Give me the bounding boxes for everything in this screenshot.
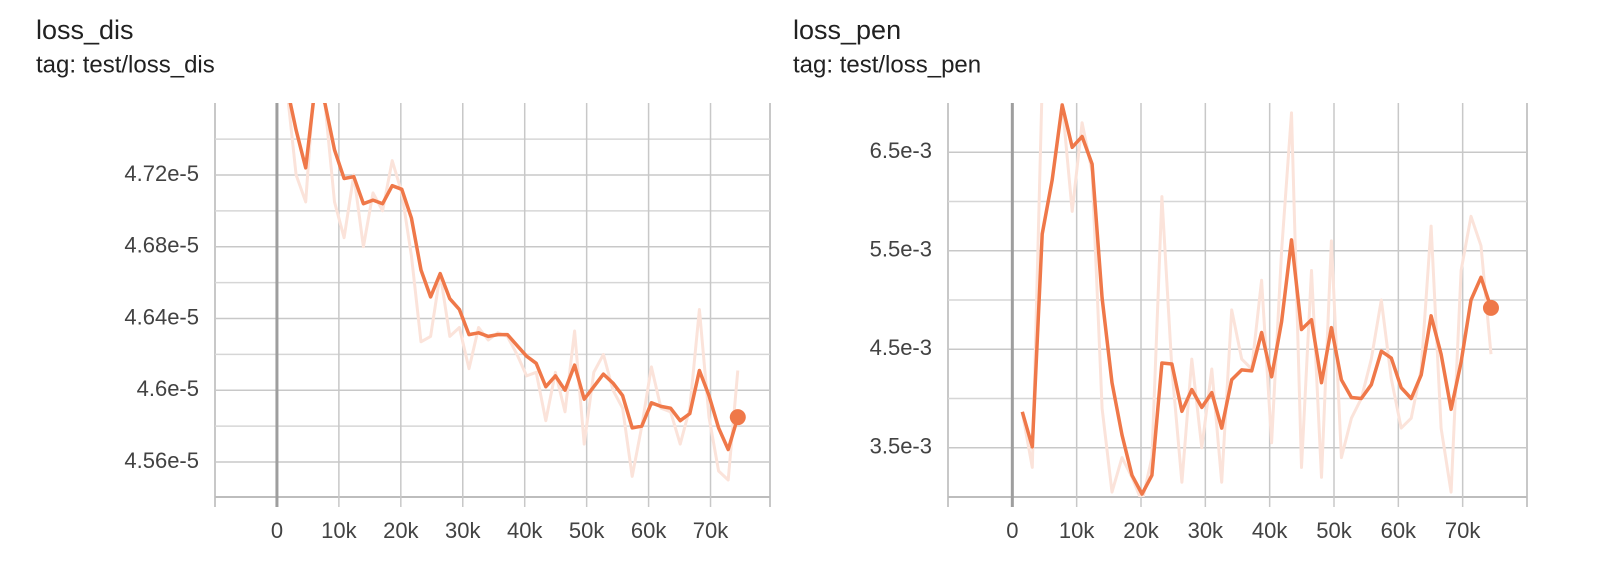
x-tick-label: 30k	[445, 518, 481, 543]
y-tick-label: 4.68e-5	[124, 233, 199, 258]
x-tick-label: 10k	[321, 518, 357, 543]
x-tick-label: 20k	[1123, 518, 1159, 543]
last-point	[1482, 299, 1499, 316]
x-tick-label: 40k	[1252, 518, 1288, 543]
y-tick-label: 6.5e-3	[870, 138, 932, 163]
x-tick-label: 10k	[1059, 518, 1095, 543]
x-tick-label: 60k	[631, 518, 667, 543]
x-tick-label: 50k	[569, 518, 605, 543]
y-tick-label: 5.5e-3	[870, 237, 932, 262]
plot-area	[286, 103, 740, 482]
last-point	[729, 409, 746, 426]
chart-subtitle: tag: test/loss_pen	[793, 51, 981, 78]
x-tick-label: 70k	[693, 518, 729, 543]
x-tick-label: 60k	[1381, 518, 1417, 543]
x-tick-label: 0	[271, 518, 283, 543]
chart-title: loss_dis	[36, 15, 134, 45]
plot-area	[1020, 103, 1493, 497]
x-tick-label: 70k	[1445, 518, 1481, 543]
smoothed-line	[1020, 103, 1493, 496]
y-tick-label: 4.5e-3	[870, 335, 932, 360]
x-tick-label: 30k	[1188, 518, 1224, 543]
smoothed-line	[288, 103, 740, 452]
chart-title: loss_pen	[793, 15, 901, 45]
y-tick-label: 4.6e-5	[137, 376, 199, 401]
y-tick-label: 4.56e-5	[124, 448, 199, 473]
chart-subtitle: tag: test/loss_dis	[36, 51, 215, 78]
y-tick-label: 4.64e-5	[124, 304, 199, 329]
y-tick-label: 3.5e-3	[870, 434, 932, 459]
x-tick-label: 40k	[507, 518, 543, 543]
raw-line	[286, 103, 740, 482]
x-tick-label: 20k	[383, 518, 419, 543]
x-tick-label: 0	[1006, 518, 1018, 543]
x-tick-label: 50k	[1316, 518, 1352, 543]
raw-line	[1020, 103, 1493, 497]
y-tick-label: 4.72e-5	[124, 161, 199, 186]
